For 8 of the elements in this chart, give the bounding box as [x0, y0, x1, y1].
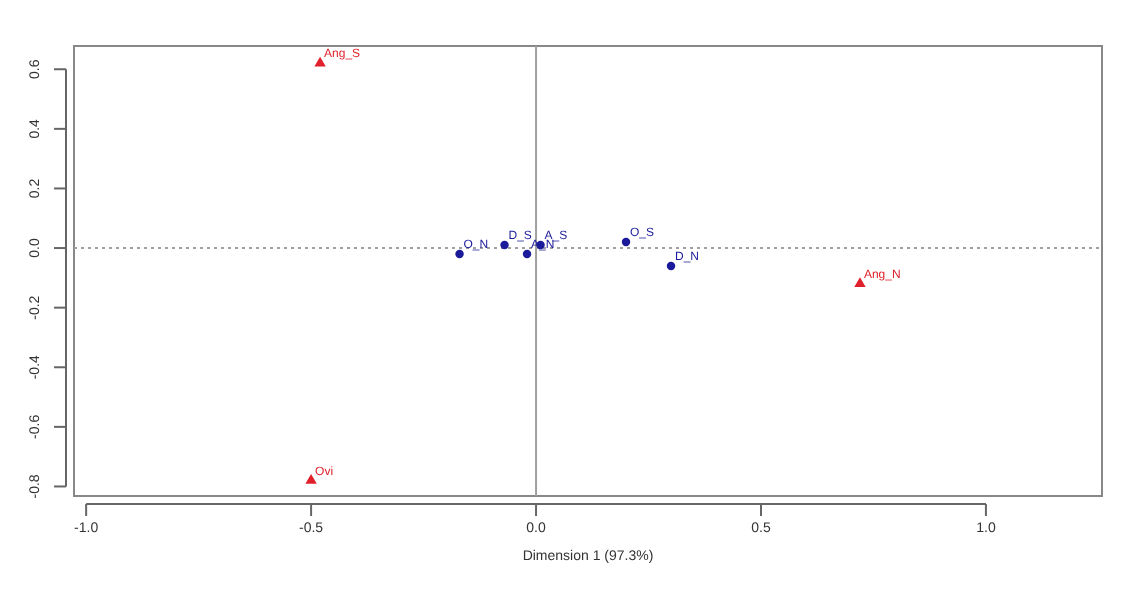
point [500, 240, 509, 250]
point [314, 56, 326, 67]
point [666, 261, 676, 271]
point [854, 277, 866, 288]
point [621, 237, 631, 247]
point [305, 473, 317, 484]
point [522, 249, 532, 259]
point [455, 249, 464, 259]
